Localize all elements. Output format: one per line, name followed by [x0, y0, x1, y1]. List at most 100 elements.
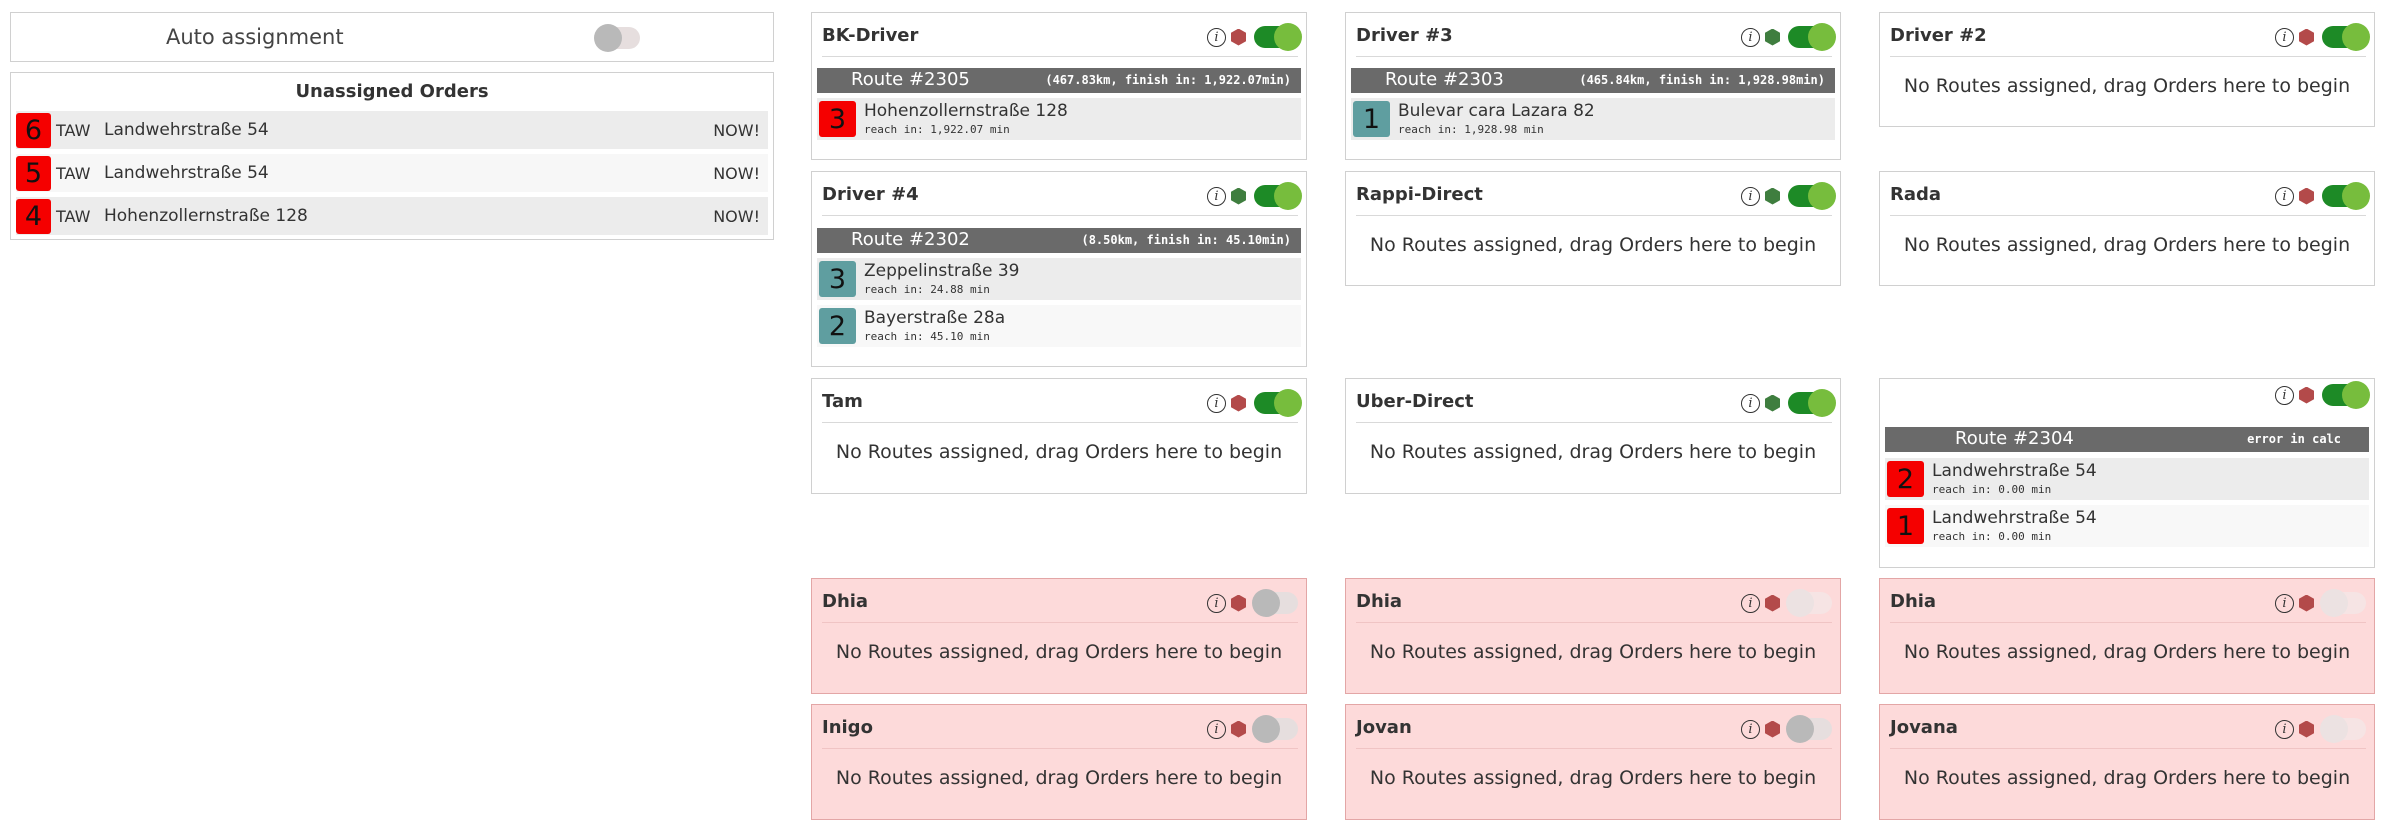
driver-card[interactable]: Dhia i No Routes assigned, drag Orders h…: [1879, 578, 2375, 694]
info-icon[interactable]: i: [2275, 719, 2294, 739]
driver-card[interactable]: Driver #4 i Route #2302 (8.50km, finish …: [811, 171, 1307, 367]
driver-name: Uber-Direct: [1356, 391, 1474, 412]
driver-enabled-toggle[interactable]: [1254, 23, 1302, 51]
info-icon[interactable]: i: [2275, 27, 2294, 47]
info-icon[interactable]: i: [1741, 719, 1760, 739]
driver-enabled-toggle[interactable]: [1252, 589, 1298, 617]
status-hexagon-icon: [1231, 187, 1246, 205]
driver-card-header: Driver #4 i: [822, 180, 1302, 216]
route-stop[interactable]: 1 Bulevar cara Lazara 82 reach in: 1,928…: [1351, 98, 1835, 140]
auto-assignment-toggle[interactable]: [594, 24, 640, 52]
driver-enabled-toggle[interactable]: [2320, 589, 2366, 617]
driver-card[interactable]: Jovan i No Routes assigned, drag Orders …: [1345, 704, 1841, 820]
driver-enabled-toggle[interactable]: [1254, 182, 1302, 210]
driver-card[interactable]: Inigo i No Routes assigned, drag Orders …: [811, 704, 1307, 820]
driver-card[interactable]: Driver #3 i Route #2303 (465.84km, finis…: [1345, 12, 1841, 160]
stop-number-badge: 3: [819, 101, 856, 137]
driver-enabled-toggle[interactable]: [1786, 715, 1832, 743]
route-header[interactable]: Route #2304 error in calc: [1885, 427, 2369, 452]
driver-name: Dhia: [822, 591, 869, 612]
info-icon[interactable]: i: [1741, 593, 1760, 613]
driver-card[interactable]: Dhia i No Routes assigned, drag Orders h…: [811, 578, 1307, 694]
route-stop[interactable]: 3 Hohenzollernstraße 128 reach in: 1,922…: [817, 98, 1301, 140]
order-time: NOW!: [713, 163, 760, 183]
status-hexagon-icon: [2299, 386, 2314, 404]
driver-enabled-toggle[interactable]: [1788, 389, 1836, 417]
toggle-knob: [2320, 589, 2348, 617]
driver-enabled-toggle[interactable]: [2322, 23, 2370, 51]
driver-enabled-toggle[interactable]: [2320, 715, 2366, 743]
info-icon[interactable]: i: [1741, 27, 1760, 47]
order-time: NOW!: [713, 206, 760, 226]
stop-number-badge: 2: [1887, 461, 1924, 497]
info-icon[interactable]: i: [1207, 27, 1226, 47]
driver-enabled-toggle[interactable]: [1254, 389, 1302, 417]
driver-card[interactable]: Rada i No Routes assigned, drag Orders h…: [1879, 171, 2375, 286]
toggle-knob: [2342, 182, 2370, 210]
driver-card-header: Driver #3 i: [1356, 21, 1836, 57]
driver-card-header: Dhia i: [1890, 587, 2366, 623]
route-stop[interactable]: 2 Bayerstraße 28a reach in: 45.10 min: [817, 305, 1301, 347]
route-title: Route #2304: [1955, 428, 2074, 449]
empty-routes-message: No Routes assigned, drag Orders here to …: [835, 767, 1283, 789]
driver-card[interactable]: Tam i No Routes assigned, drag Orders he…: [811, 378, 1307, 494]
route-stop[interactable]: 2 Landwehrstraße 54 reach in: 0.00 min: [1885, 458, 2369, 500]
driver-name: BK-Driver: [822, 25, 919, 46]
toggle-knob: [1808, 389, 1836, 417]
status-hexagon-icon: [2299, 594, 2314, 612]
driver-card[interactable]: i Route #2304 error in calc 2 Landwehrst…: [1879, 378, 2375, 568]
driver-card-header: Jovana i: [1890, 713, 2366, 749]
driver-card-header: BK-Driver i: [822, 21, 1302, 57]
info-icon[interactable]: i: [2275, 385, 2294, 405]
info-icon[interactable]: i: [1207, 593, 1226, 613]
driver-enabled-toggle[interactable]: [1252, 715, 1298, 743]
driver-card[interactable]: Uber-Direct i No Routes assigned, drag O…: [1345, 378, 1841, 494]
info-icon[interactable]: i: [2275, 186, 2294, 206]
driver-enabled-toggle[interactable]: [1788, 23, 1836, 51]
driver-enabled-toggle[interactable]: [1788, 182, 1836, 210]
order-time: NOW!: [713, 120, 760, 140]
order-number-badge: 6: [16, 112, 51, 148]
unassigned-order-row[interactable]: 4 TAW Hohenzollernstraße 128 NOW!: [16, 197, 768, 235]
info-icon[interactable]: i: [1741, 186, 1760, 206]
info-icon[interactable]: i: [1741, 393, 1760, 413]
status-hexagon-icon: [1231, 28, 1246, 46]
stop-address: Hohenzollernstraße 128: [864, 101, 1068, 121]
driver-card[interactable]: Driver #2 i No Routes assigned, drag Ord…: [1879, 12, 2375, 127]
unassigned-order-row[interactable]: 5 TAW Landwehrstraße 54 NOW!: [16, 154, 768, 192]
driver-card[interactable]: Dhia i No Routes assigned, drag Orders h…: [1345, 578, 1841, 694]
empty-routes-message: No Routes assigned, drag Orders here to …: [1369, 441, 1817, 463]
toggle-knob: [1274, 182, 1302, 210]
stop-reach-time: reach in: 1,922.07 min: [864, 123, 1010, 136]
info-icon[interactable]: i: [1207, 719, 1226, 739]
unassigned-orders-panel: Unassigned Orders 6 TAW Landwehrstraße 5…: [10, 72, 774, 240]
info-icon[interactable]: i: [1207, 186, 1226, 206]
status-hexagon-icon: [1765, 594, 1780, 612]
status-hexagon-icon: [1765, 28, 1780, 46]
route-header[interactable]: Route #2303 (465.84km, finish in: 1,928.…: [1351, 68, 1835, 93]
order-address: Landwehrstraße 54: [104, 120, 269, 140]
driver-card-header: Inigo i: [822, 713, 1298, 749]
route-header[interactable]: Route #2302 (8.50km, finish in: 45.10min…: [817, 228, 1301, 253]
info-icon[interactable]: i: [1207, 393, 1226, 413]
driver-enabled-toggle[interactable]: [1786, 589, 1832, 617]
toggle-knob: [1808, 23, 1836, 51]
unassigned-order-row[interactable]: 6 TAW Landwehrstraße 54 NOW!: [16, 111, 768, 149]
driver-enabled-toggle[interactable]: [2322, 381, 2370, 409]
driver-card-header: Jovan i: [1356, 713, 1832, 749]
toggle-knob: [1274, 389, 1302, 417]
driver-card[interactable]: Jovana i No Routes assigned, drag Orders…: [1879, 704, 2375, 820]
driver-card[interactable]: Rappi-Direct i No Routes assigned, drag …: [1345, 171, 1841, 286]
route-stop[interactable]: 3 Zeppelinstraße 39 reach in: 24.88 min: [817, 258, 1301, 300]
info-icon[interactable]: i: [2275, 593, 2294, 613]
driver-card[interactable]: BK-Driver i Route #2305 (467.83km, finis…: [811, 12, 1307, 160]
unassigned-orders-title: Unassigned Orders: [295, 81, 489, 102]
route-stop[interactable]: 1 Landwehrstraße 54 reach in: 0.00 min: [1885, 505, 2369, 547]
driver-name: Driver #4: [822, 184, 919, 205]
stop-reach-time: reach in: 0.00 min: [1932, 530, 2052, 543]
toggle-knob: [2320, 715, 2348, 743]
driver-enabled-toggle[interactable]: [2322, 182, 2370, 210]
order-address: Landwehrstraße 54: [104, 163, 269, 183]
stop-number-badge: 1: [1353, 101, 1390, 137]
route-header[interactable]: Route #2305 (467.83km, finish in: 1,922.…: [817, 68, 1301, 93]
